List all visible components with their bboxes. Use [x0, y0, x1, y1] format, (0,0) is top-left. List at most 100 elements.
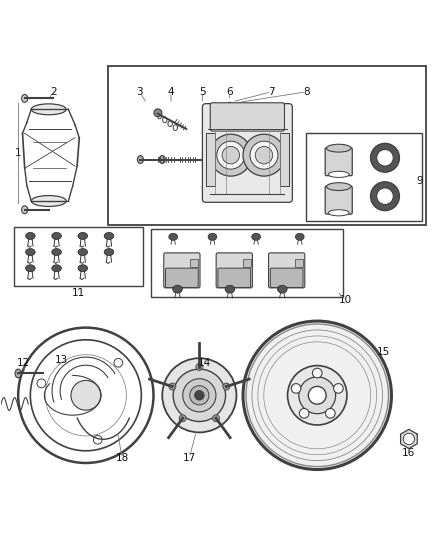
FancyBboxPatch shape: [325, 148, 352, 176]
Ellipse shape: [208, 233, 217, 240]
Circle shape: [255, 147, 273, 164]
FancyBboxPatch shape: [218, 268, 251, 287]
Text: 7: 7: [268, 87, 275, 97]
Ellipse shape: [225, 285, 235, 293]
FancyBboxPatch shape: [210, 103, 285, 131]
Text: 3: 3: [136, 87, 143, 97]
Ellipse shape: [241, 104, 245, 108]
Circle shape: [334, 384, 343, 393]
Bar: [306, 133, 422, 221]
Text: 1: 1: [15, 148, 21, 158]
Circle shape: [196, 364, 203, 370]
FancyBboxPatch shape: [216, 253, 252, 288]
Circle shape: [114, 358, 123, 367]
Text: 14: 14: [198, 358, 211, 368]
FancyBboxPatch shape: [166, 268, 198, 287]
Ellipse shape: [326, 183, 351, 190]
FancyBboxPatch shape: [268, 253, 305, 288]
Text: 11: 11: [72, 288, 85, 298]
Ellipse shape: [21, 206, 28, 214]
Circle shape: [179, 415, 186, 422]
Ellipse shape: [52, 265, 61, 272]
FancyBboxPatch shape: [202, 103, 292, 203]
Ellipse shape: [159, 156, 165, 164]
Ellipse shape: [138, 156, 144, 164]
Text: 12: 12: [17, 358, 30, 368]
Ellipse shape: [78, 248, 88, 256]
Ellipse shape: [252, 233, 261, 240]
Circle shape: [194, 391, 204, 400]
Circle shape: [291, 384, 301, 393]
Ellipse shape: [52, 232, 61, 239]
Ellipse shape: [21, 94, 28, 102]
Circle shape: [223, 383, 230, 390]
Ellipse shape: [31, 104, 66, 115]
Ellipse shape: [31, 196, 66, 206]
Circle shape: [183, 379, 216, 412]
Ellipse shape: [104, 232, 114, 239]
Bar: [243, 260, 251, 267]
Circle shape: [71, 381, 101, 410]
Circle shape: [154, 109, 162, 117]
Ellipse shape: [52, 248, 61, 256]
Ellipse shape: [25, 265, 35, 272]
Bar: [108, 66, 426, 225]
Bar: [151, 229, 343, 297]
Ellipse shape: [295, 233, 304, 240]
Bar: [191, 260, 198, 267]
Circle shape: [162, 358, 237, 432]
Circle shape: [377, 188, 393, 205]
FancyBboxPatch shape: [325, 186, 352, 214]
Text: 16: 16: [402, 448, 416, 458]
FancyBboxPatch shape: [164, 253, 200, 288]
Circle shape: [312, 368, 322, 378]
Ellipse shape: [25, 248, 35, 256]
Circle shape: [190, 386, 209, 405]
Circle shape: [93, 435, 102, 444]
Bar: [14, 227, 143, 286]
Circle shape: [243, 321, 392, 470]
Text: 5: 5: [199, 87, 206, 97]
Ellipse shape: [15, 369, 21, 378]
Circle shape: [217, 141, 245, 169]
Text: 18: 18: [116, 453, 129, 463]
Ellipse shape: [104, 248, 114, 256]
Bar: [280, 133, 289, 185]
Ellipse shape: [326, 144, 351, 152]
FancyBboxPatch shape: [270, 268, 303, 287]
Text: 15: 15: [377, 346, 390, 357]
Circle shape: [173, 369, 226, 422]
Ellipse shape: [226, 102, 234, 112]
Text: 9: 9: [417, 176, 423, 187]
Circle shape: [210, 134, 252, 176]
Circle shape: [222, 147, 240, 164]
Ellipse shape: [78, 232, 88, 239]
Circle shape: [325, 408, 335, 418]
Text: 8: 8: [303, 87, 310, 97]
Ellipse shape: [278, 285, 287, 293]
Ellipse shape: [328, 171, 349, 177]
Circle shape: [371, 143, 399, 172]
Ellipse shape: [78, 265, 88, 272]
Circle shape: [403, 433, 415, 445]
Circle shape: [243, 134, 285, 176]
Ellipse shape: [25, 232, 35, 239]
Circle shape: [299, 408, 309, 418]
Text: 4: 4: [168, 87, 174, 97]
Text: 17: 17: [183, 453, 196, 463]
Ellipse shape: [169, 233, 177, 240]
Polygon shape: [401, 430, 417, 449]
Text: 2: 2: [50, 87, 57, 97]
Circle shape: [37, 379, 46, 387]
Ellipse shape: [237, 103, 242, 110]
Circle shape: [308, 386, 326, 404]
Circle shape: [377, 149, 393, 166]
Circle shape: [212, 415, 219, 422]
Text: 13: 13: [55, 356, 68, 365]
Ellipse shape: [328, 210, 349, 216]
Circle shape: [169, 383, 176, 390]
Text: 6: 6: [226, 87, 233, 97]
Circle shape: [371, 182, 399, 211]
Circle shape: [299, 377, 336, 414]
Circle shape: [250, 141, 278, 169]
